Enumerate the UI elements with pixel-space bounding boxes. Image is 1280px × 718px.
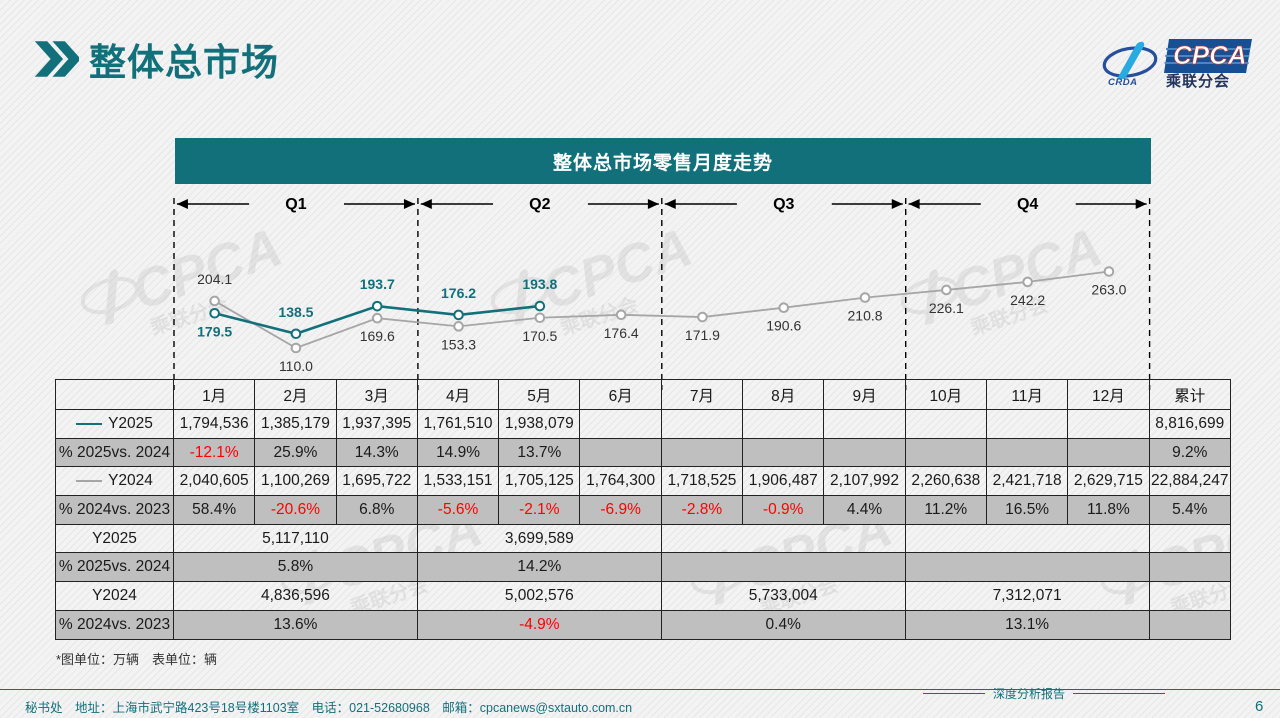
svg-text:乘联分会: 乘联分会 (1165, 72, 1230, 88)
svg-text:Q2: Q2 (529, 196, 550, 213)
svg-text:153.3: 153.3 (441, 336, 476, 352)
svg-text:169.6: 169.6 (360, 328, 395, 344)
svg-text:179.5: 179.5 (197, 323, 232, 339)
svg-text:170.5: 170.5 (522, 328, 557, 344)
svg-text:193.7: 193.7 (360, 276, 395, 292)
svg-text:176.2: 176.2 (441, 285, 476, 301)
svg-text:263.0: 263.0 (1091, 282, 1126, 298)
svg-text:242.2: 242.2 (1010, 292, 1045, 308)
svg-text:138.5: 138.5 (278, 304, 313, 320)
svg-text:226.1: 226.1 (929, 300, 964, 316)
svg-text:190.6: 190.6 (766, 318, 801, 334)
svg-text:CPCA: CPCA (1173, 40, 1247, 70)
svg-text:110.0: 110.0 (279, 358, 313, 374)
svg-text:Q3: Q3 (773, 196, 794, 213)
svg-text:CRDA: CRDA (1108, 77, 1137, 88)
svg-text:Q1: Q1 (285, 196, 306, 213)
svg-text:210.8: 210.8 (848, 308, 883, 324)
svg-text:204.1: 204.1 (197, 271, 232, 287)
svg-text:Q4: Q4 (1017, 196, 1038, 213)
svg-text:176.4: 176.4 (604, 325, 639, 341)
svg-text:171.9: 171.9 (685, 327, 720, 343)
svg-text:193.8: 193.8 (522, 276, 557, 292)
